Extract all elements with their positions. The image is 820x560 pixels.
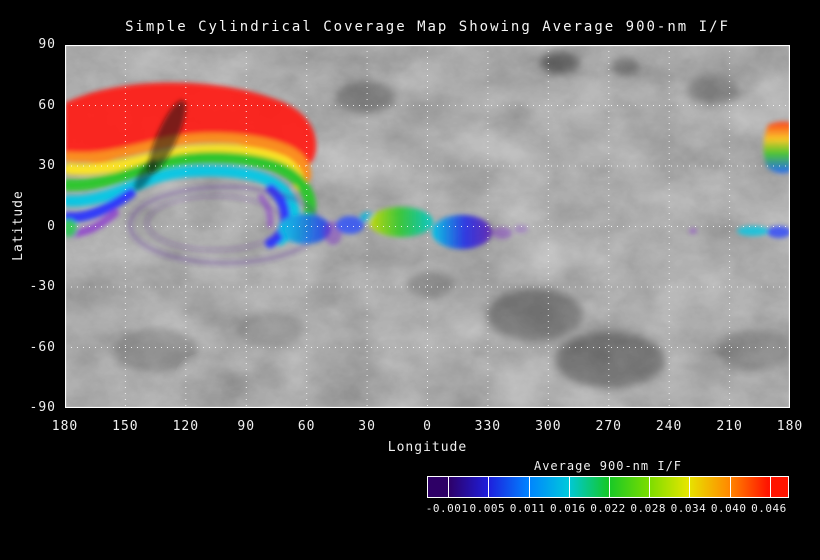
colorbar-tick-mark bbox=[649, 477, 651, 497]
x-tick-label: 150 bbox=[112, 419, 139, 434]
colorbar-tick-label: 0.016 bbox=[549, 502, 586, 515]
colorbar-tick-mark bbox=[609, 477, 610, 497]
x-tick-label: 90 bbox=[237, 419, 256, 434]
colorbar-tick-label: 0.022 bbox=[590, 502, 626, 515]
colorbar-tick-label: 0.005 bbox=[469, 502, 506, 515]
map-plot-area bbox=[61, 44, 793, 409]
coverage-map bbox=[61, 44, 793, 409]
x-tick-label: 60 bbox=[297, 419, 316, 434]
colorbar-tick-mark bbox=[729, 477, 731, 497]
y-tick-label: -90 bbox=[29, 400, 56, 415]
colorbar-title: Average 900-nm I/F bbox=[533, 459, 683, 473]
x-tick-label: 300 bbox=[535, 419, 562, 434]
colorbar-tick-mark bbox=[528, 477, 530, 497]
y-tick-label: -30 bbox=[29, 279, 56, 294]
colorbar-tick-label: 0.040 bbox=[710, 502, 747, 515]
x-tick-label: 180 bbox=[776, 419, 804, 434]
colorbar-tick-mark bbox=[568, 477, 570, 497]
x-tick-label: 210 bbox=[716, 419, 743, 434]
plot-border bbox=[64, 44, 791, 409]
colorbar bbox=[427, 476, 789, 498]
colorbar-tick-label: 0.011 bbox=[509, 502, 546, 515]
chart-title: Simple Cylindrical Coverage Map Showing … bbox=[125, 19, 730, 35]
y-tick-label: 30 bbox=[38, 158, 56, 173]
colorbar-tick-label: 0.034 bbox=[670, 502, 707, 515]
dark-gash-feature bbox=[134, 100, 186, 191]
x-tick-label: 240 bbox=[655, 419, 683, 434]
x-tick-label: 30 bbox=[358, 419, 376, 434]
y-tick-label: 0 bbox=[47, 218, 56, 234]
y-tick-label: 90 bbox=[38, 37, 56, 52]
y-tick-label: 60 bbox=[38, 97, 56, 113]
x-tick-label: 0 bbox=[423, 419, 432, 434]
colorbar-tick-label: 0.028 bbox=[630, 502, 666, 515]
coverage-overlay bbox=[61, 82, 792, 266]
colorbar-tick-mark bbox=[448, 477, 450, 497]
colorbar-gradient bbox=[428, 477, 788, 497]
x-axis-title: Longitude bbox=[387, 440, 468, 455]
x-tick-label: 120 bbox=[172, 419, 200, 434]
colorbar-tick-mark bbox=[488, 477, 490, 497]
colorbar-tick-mark bbox=[689, 477, 691, 497]
colorbar-tick-mark bbox=[769, 477, 771, 497]
colorbar-tick-label: -0.001 bbox=[425, 502, 469, 515]
x-tick-label: 330 bbox=[474, 419, 502, 434]
colorbar-tick-label: 0.046 bbox=[751, 502, 787, 515]
y-tick-label: -60 bbox=[29, 339, 56, 355]
x-tick-label: 270 bbox=[595, 419, 622, 434]
x-tick-label: 180 bbox=[51, 419, 79, 434]
